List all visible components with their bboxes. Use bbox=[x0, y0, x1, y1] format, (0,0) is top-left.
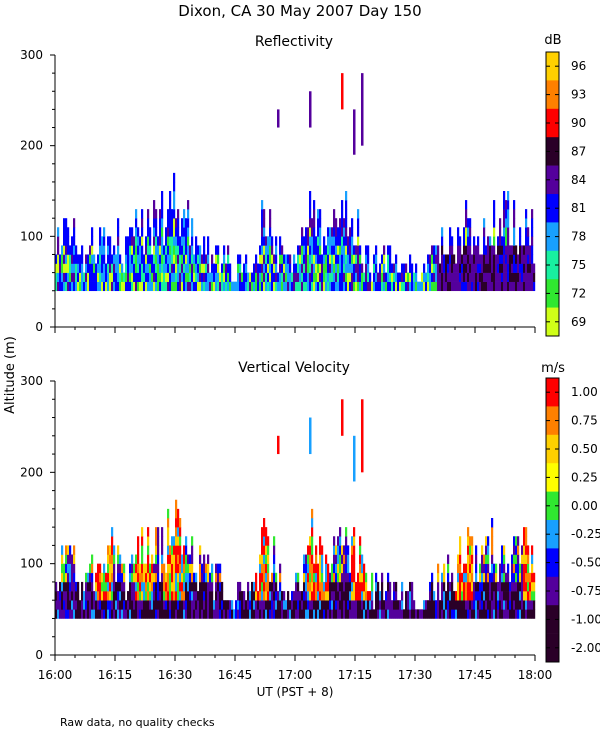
y-tick-label: 200 bbox=[20, 139, 43, 153]
isolated-echo bbox=[277, 435, 280, 455]
velocity-title: Vertical Velocity bbox=[238, 360, 350, 376]
colorbar-label: 0.00 bbox=[571, 499, 598, 513]
reflectivity-panel: Reflectivity 0 100 200 300 96 93 90 87 84 81 78 75… bbox=[20, 33, 586, 337]
colorbar-swatch bbox=[546, 605, 559, 634]
colorbar-label: 93 bbox=[571, 88, 586, 102]
reflectivity-plot-area: 0 100 200 300 bbox=[20, 48, 536, 334]
isolated-echo bbox=[309, 417, 312, 455]
colorbar-swatch bbox=[546, 279, 559, 308]
isolated-echo bbox=[309, 91, 312, 128]
y-tick-label: 0 bbox=[35, 648, 43, 662]
colorbar-label: 84 bbox=[571, 173, 586, 187]
colorbar-label: -1.00 bbox=[571, 612, 600, 626]
colorbar-swatch bbox=[546, 463, 559, 492]
velocity-plot-area: 0 100 200 300 16:00 16:15 16:30 16:45 17:00 17:15… bbox=[20, 374, 552, 682]
reflectivity-colorbar: 96 93 90 87 84 81 78 75 72 69 bbox=[545, 51, 586, 337]
colorbar-swatch bbox=[546, 434, 559, 464]
reflectivity-field bbox=[55, 73, 536, 292]
colorbar-swatch bbox=[546, 576, 559, 606]
isolated-echo bbox=[341, 399, 344, 436]
colorbar-swatch bbox=[546, 165, 559, 195]
colorbar-label: -0.50 bbox=[571, 556, 600, 570]
colorbar-label: 78 bbox=[571, 230, 586, 244]
y-tick-label: 100 bbox=[20, 557, 43, 571]
colorbar-label: -0.25 bbox=[571, 527, 600, 541]
colorbar-swatch bbox=[546, 378, 559, 407]
x-tick-label: 18:00 bbox=[518, 668, 553, 682]
colorbar-swatch bbox=[546, 307, 559, 337]
isolated-echo bbox=[341, 73, 344, 110]
colorbar-swatch bbox=[546, 108, 559, 138]
colorbar-swatch bbox=[546, 222, 559, 252]
colorbar-label: 81 bbox=[571, 201, 586, 215]
x-tick-label: 17:00 bbox=[278, 668, 313, 682]
x-tick-label: 16:45 bbox=[218, 668, 253, 682]
colorbar-label: -2.00 bbox=[571, 641, 600, 655]
x-tick-label: 17:15 bbox=[338, 668, 373, 682]
colorbar-label: 75 bbox=[571, 258, 586, 272]
colorbar-label: 87 bbox=[571, 144, 586, 158]
colorbar-swatch bbox=[546, 194, 559, 223]
y-tick-label: 0 bbox=[35, 320, 43, 334]
isolated-echo bbox=[353, 435, 356, 482]
colorbar-swatch bbox=[546, 80, 559, 110]
colorbar-swatch bbox=[546, 548, 559, 578]
colorbar-swatch bbox=[546, 52, 559, 81]
x-axis-label: UT (PST + 8) bbox=[257, 685, 334, 699]
colorbar-swatch bbox=[546, 137, 559, 166]
velocity-colorbar: 1.00 0.75 0.50 0.25 0.00 -0.25 -0.50 -0.75 -1.00… bbox=[545, 377, 600, 663]
y-tick-label: 100 bbox=[20, 229, 43, 243]
isolated-echo bbox=[277, 109, 280, 128]
colorbar-label: -0.75 bbox=[571, 584, 600, 598]
velocity-panel: Vertical Velocity 0 100 200 300 16:00 16:15 16… bbox=[20, 360, 600, 682]
colorbar-swatch bbox=[546, 250, 559, 280]
colorbar-swatch bbox=[546, 406, 559, 436]
x-tick-label: 17:30 bbox=[398, 668, 433, 682]
isolated-echo bbox=[361, 73, 364, 146]
colorbar-label: 69 bbox=[571, 315, 586, 329]
y-axis-label: Altitude (m) bbox=[3, 336, 18, 414]
colorbar-frame bbox=[545, 51, 560, 337]
colorbar-label: 0.25 bbox=[571, 470, 598, 484]
y-tick-label: 300 bbox=[20, 374, 43, 388]
isolated-echo bbox=[361, 399, 364, 473]
colorbar-swatch bbox=[546, 491, 559, 521]
velocity-field bbox=[55, 399, 536, 619]
colorbar-label: 0.50 bbox=[571, 442, 598, 456]
colorbar-frame bbox=[545, 377, 560, 663]
isolated-echo bbox=[353, 109, 356, 155]
colorbar-swatch bbox=[546, 633, 559, 663]
reflectivity-unit-label: dB bbox=[544, 33, 561, 48]
x-tick-label: 16:15 bbox=[98, 668, 133, 682]
colorbar-label: 0.75 bbox=[571, 414, 598, 428]
x-tick-label: 17:45 bbox=[458, 668, 493, 682]
page-title: Dixon, CA 30 May 2007 Day 150 bbox=[178, 2, 421, 20]
x-tick-label: 16:30 bbox=[158, 668, 193, 682]
colorbar-label: 1.00 bbox=[571, 385, 598, 399]
colorbar-label: 72 bbox=[571, 286, 586, 300]
x-tick-label: 16:00 bbox=[38, 668, 73, 682]
colorbar-swatch bbox=[546, 520, 559, 549]
colorbar-label: 96 bbox=[571, 59, 586, 73]
velocity-unit-label: m/s bbox=[541, 361, 565, 376]
y-tick-label: 300 bbox=[20, 48, 43, 62]
reflectivity-title: Reflectivity bbox=[255, 34, 333, 50]
y-tick-label: 200 bbox=[20, 465, 43, 479]
colorbar-label: 90 bbox=[571, 116, 586, 130]
footnote: Raw data, no quality checks bbox=[60, 716, 215, 729]
